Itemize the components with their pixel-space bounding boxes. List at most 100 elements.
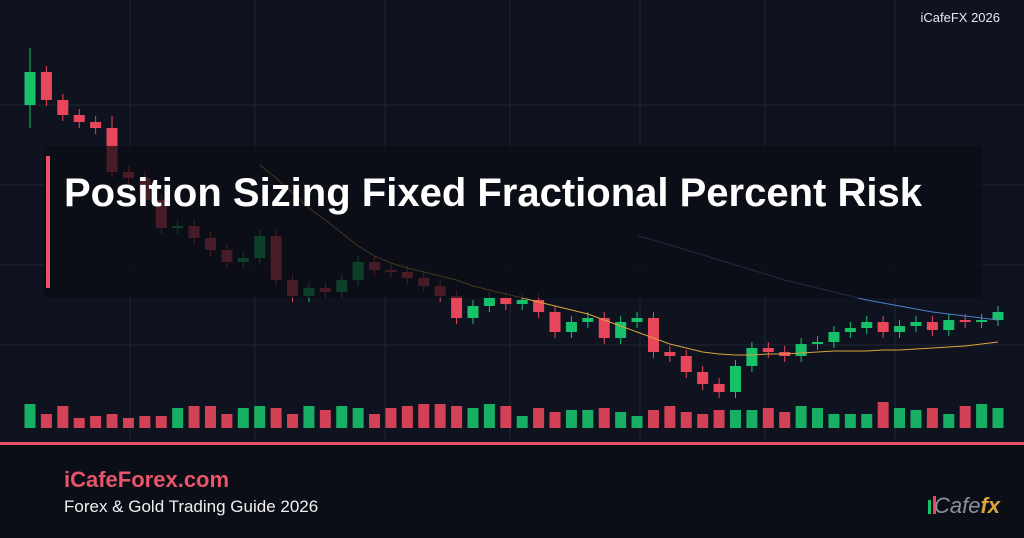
candle-body — [664, 352, 676, 356]
candle-body — [516, 300, 528, 304]
candle-body — [762, 348, 774, 352]
candle-body — [976, 320, 988, 322]
volume-bar — [877, 402, 889, 428]
volume-bar — [992, 408, 1004, 428]
volume-bar — [57, 406, 69, 428]
volume-bar — [418, 404, 430, 428]
volume-bar — [401, 406, 413, 428]
volume-bar — [172, 408, 184, 428]
volume-bar — [336, 406, 348, 428]
volume-bar — [647, 410, 659, 428]
candle-body — [746, 348, 758, 366]
volume-bar — [664, 406, 676, 428]
candle-body — [40, 72, 52, 100]
volume-bar — [615, 412, 627, 428]
candle-body — [697, 372, 709, 384]
volume-bar — [844, 414, 856, 428]
candle-body — [24, 72, 36, 105]
volume-bar — [812, 408, 824, 428]
site-name: iCafeForex.com — [64, 467, 230, 492]
volume-bar — [746, 410, 758, 428]
candle-body — [992, 312, 1004, 320]
volume-bar — [976, 404, 988, 428]
volume-bar — [500, 406, 512, 428]
volume-bar — [828, 414, 840, 428]
volume-bar — [204, 406, 216, 428]
candle-body — [910, 322, 922, 326]
candle-body — [565, 322, 577, 332]
logo-accent: fx — [980, 493, 1000, 518]
candle-body — [844, 328, 856, 332]
volume-bar — [106, 414, 118, 428]
candle-body — [680, 356, 692, 372]
volume-bar — [631, 416, 643, 428]
candle-body — [795, 344, 807, 356]
volume-bar — [188, 406, 200, 428]
volume-bar — [861, 414, 873, 428]
volume-bar — [122, 418, 134, 428]
candle-body — [483, 298, 495, 306]
candle-body — [582, 318, 594, 322]
volume-bar — [697, 414, 709, 428]
title-accent — [46, 156, 50, 288]
candle-body — [877, 322, 889, 332]
volume-bar — [483, 404, 495, 428]
volume-bar — [369, 414, 381, 428]
volume-bar — [451, 406, 463, 428]
volume-bar — [434, 404, 446, 428]
candle-body — [598, 318, 610, 338]
volume-bar — [582, 410, 594, 428]
candle-body — [894, 326, 906, 332]
candle-body — [812, 342, 824, 344]
candle-body — [631, 318, 643, 322]
volume-bar — [762, 408, 774, 428]
candle-body — [467, 306, 479, 318]
tagline: Forex & Gold Trading Guide 2026 — [64, 497, 319, 516]
candle-body — [533, 300, 545, 312]
volume-bar — [565, 410, 577, 428]
candle-body — [861, 322, 873, 328]
volume-bar — [894, 408, 906, 428]
candle-body — [549, 312, 561, 332]
volume-bar — [795, 406, 807, 428]
logo: Cafefx — [934, 493, 1000, 519]
brand: iCafeFX 2026 — [920, 10, 1001, 25]
divider — [0, 442, 1024, 445]
volume-bar — [73, 418, 85, 428]
volume-bar — [287, 414, 299, 428]
volume-bar — [943, 414, 955, 428]
volume-bar — [254, 406, 266, 428]
volume-bar — [467, 408, 479, 428]
logo-icon — [928, 496, 936, 514]
candle-body — [828, 332, 840, 342]
candle-body — [90, 122, 102, 128]
candle-body — [451, 296, 463, 318]
volume-bar — [139, 416, 151, 428]
volume-bar — [779, 412, 791, 428]
volume-bar — [533, 408, 545, 428]
volume-bar — [221, 414, 233, 428]
volume-bar — [319, 410, 331, 428]
candle-body — [713, 384, 725, 392]
title-box — [44, 146, 982, 298]
candle-body — [647, 318, 659, 352]
volume-bar — [680, 412, 692, 428]
volume-bar — [926, 408, 938, 428]
candle-body — [615, 322, 627, 338]
volume-bar — [237, 408, 249, 428]
volume-bar — [90, 416, 102, 428]
candle-body — [73, 115, 85, 122]
candle-body — [943, 320, 955, 330]
candle-body — [57, 100, 69, 115]
logo-text: Cafe — [933, 493, 981, 518]
candle-body — [926, 322, 938, 330]
volume-bar — [516, 416, 528, 428]
volume-bar — [155, 416, 167, 428]
volume-bar — [385, 408, 397, 428]
volume-bar — [729, 410, 741, 428]
candle-body — [959, 320, 971, 322]
volume-bar — [24, 404, 36, 428]
volume-bar — [352, 408, 364, 428]
volume-bar — [598, 408, 610, 428]
